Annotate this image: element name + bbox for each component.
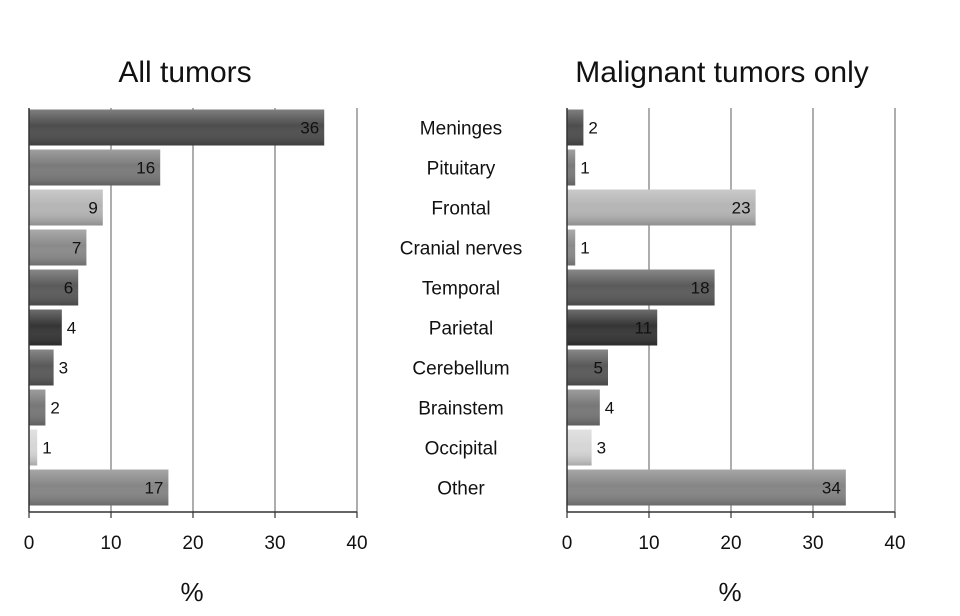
category-label: Meninges (420, 119, 502, 140)
x-tick-label: 30 (264, 533, 285, 554)
x-tick-label: 40 (346, 533, 367, 554)
bar-shading (29, 269, 79, 306)
category-label: Other (437, 479, 485, 500)
bar-shading (567, 229, 576, 266)
data-label: 7 (72, 239, 81, 258)
x-axis-label: % (718, 577, 741, 607)
category-label: Cerebellum (412, 359, 509, 380)
bar-shading (567, 389, 600, 426)
data-label: 17 (144, 479, 163, 498)
data-label: 3 (59, 359, 68, 378)
chart-title: Malignant tumors only (575, 56, 868, 89)
bar-shading (567, 269, 715, 306)
data-label: 4 (605, 399, 614, 418)
bar-shading (567, 149, 576, 186)
data-label: 18 (691, 279, 710, 298)
data-label: 2 (50, 399, 59, 418)
chart-title: All tumors (118, 56, 251, 89)
bar-shading (567, 309, 658, 346)
bar-shading (29, 149, 161, 186)
bar-shading (29, 109, 325, 146)
x-tick-label: 20 (182, 533, 203, 554)
category-labels: Meninges Pituitary Frontal Cranial nerves Te… (400, 119, 523, 500)
bar-shading (29, 189, 103, 226)
bar-shading (29, 349, 54, 386)
chart-malignant-tumors: Malignant tumors only 2 1 23 1 18 11 5 4 3 34 0 10… (562, 56, 906, 607)
data-label: 6 (64, 279, 73, 298)
bar-shading (29, 389, 46, 426)
x-tick-label: 0 (562, 533, 573, 554)
x-tick-label: 20 (720, 533, 741, 554)
data-label: 9 (88, 199, 97, 218)
data-label: 16 (136, 159, 155, 178)
x-tick-label: 40 (884, 533, 905, 554)
data-label: 11 (635, 319, 653, 338)
bar-shading (567, 349, 608, 386)
data-label: 1 (42, 439, 51, 458)
x-tick-label: 0 (24, 533, 35, 554)
x-tick-label: 10 (638, 533, 659, 554)
data-label: 1 (580, 239, 589, 258)
bar-shading (29, 229, 87, 266)
category-label: Occipital (425, 439, 498, 460)
category-label: Parietal (429, 319, 493, 340)
data-label: 1 (580, 159, 589, 178)
data-label: 4 (67, 319, 76, 338)
data-label: 5 (594, 359, 603, 378)
data-label: 23 (732, 199, 751, 218)
bar-shading (29, 429, 38, 466)
bar-shading (29, 309, 62, 346)
bar-shading (567, 189, 756, 226)
data-label: 3 (597, 439, 606, 458)
chart-all-tumors: All tumors 36 16 9 7 6 4 3 2 1 17 0 10 20 30 40 % (24, 56, 368, 607)
category-label: Brainstem (418, 399, 504, 420)
category-label: Cranial nerves (400, 239, 523, 260)
x-tick-label: 10 (100, 533, 121, 554)
data-label: 36 (300, 119, 319, 138)
category-label: Frontal (431, 199, 490, 220)
bar-shading (29, 469, 169, 506)
bar-shading (567, 469, 846, 506)
data-label: 2 (588, 119, 597, 138)
category-label: Temporal (422, 279, 500, 300)
x-tick-label: 30 (802, 533, 823, 554)
bar-shading (567, 429, 592, 466)
bar-shading (567, 109, 584, 146)
category-label: Pituitary (427, 159, 496, 180)
x-axis-label: % (180, 577, 203, 607)
data-label: 34 (822, 479, 841, 498)
